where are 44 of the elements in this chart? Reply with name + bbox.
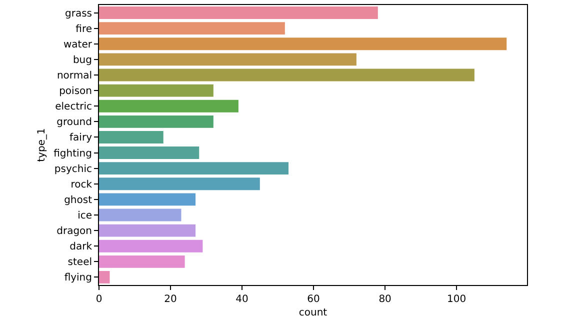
y-tick-label: fighting xyxy=(54,148,92,160)
y-tick-label: ground xyxy=(56,117,92,128)
y-tick-label: ghost xyxy=(64,194,92,206)
y-tick-label: dragon xyxy=(56,226,92,238)
bar xyxy=(99,22,285,35)
x-axis-title: count xyxy=(298,308,328,318)
x-tick-label: 20 xyxy=(164,294,177,305)
bar xyxy=(99,84,214,97)
y-tick-label: fairy xyxy=(70,132,92,144)
bar xyxy=(99,115,214,128)
bar xyxy=(99,271,110,284)
x-tick-label: 60 xyxy=(307,294,320,305)
y-tick-label: ice xyxy=(78,210,92,222)
bar xyxy=(99,146,200,159)
bar xyxy=(99,255,185,268)
bar xyxy=(99,178,260,190)
y-tick-label: water xyxy=(64,39,93,50)
y-tick-label: bug xyxy=(72,54,92,66)
bar xyxy=(99,131,164,144)
y-tick-label: dark xyxy=(70,242,92,253)
y-tick-label: normal xyxy=(56,70,92,82)
bar xyxy=(99,53,356,66)
y-tick-label: electric xyxy=(55,102,92,113)
y-tick-label: flying xyxy=(64,272,92,284)
bar xyxy=(99,224,196,237)
x-tick-label: 80 xyxy=(378,294,392,305)
bar xyxy=(99,38,507,50)
bar xyxy=(99,240,203,252)
x-tick-label: 100 xyxy=(447,294,466,305)
x-tick-label: 40 xyxy=(236,294,248,305)
bar xyxy=(99,162,289,175)
bar xyxy=(99,68,474,82)
y-tick-label: steel xyxy=(68,257,92,268)
y-axis-title: type_1 xyxy=(36,128,48,162)
y-tick-label: fire xyxy=(76,24,92,35)
bar xyxy=(99,208,182,222)
bar xyxy=(99,100,238,112)
bar xyxy=(99,6,378,19)
y-tick-label: rock xyxy=(70,179,92,190)
y-tick-label: grass xyxy=(64,8,92,20)
x-tick-label: 0 xyxy=(96,294,102,305)
y-tick-label: poison xyxy=(59,86,92,98)
y-tick-label: psychic xyxy=(54,164,92,175)
bar xyxy=(99,193,196,206)
